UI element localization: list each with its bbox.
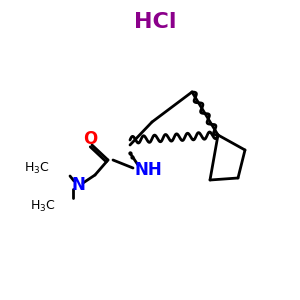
Text: H$_3$C: H$_3$C bbox=[30, 199, 56, 214]
Text: NH: NH bbox=[134, 161, 162, 179]
Text: O: O bbox=[83, 130, 97, 148]
Text: HCl: HCl bbox=[134, 12, 176, 32]
Text: H$_3$C: H$_3$C bbox=[24, 160, 50, 175]
Text: N: N bbox=[71, 176, 85, 194]
